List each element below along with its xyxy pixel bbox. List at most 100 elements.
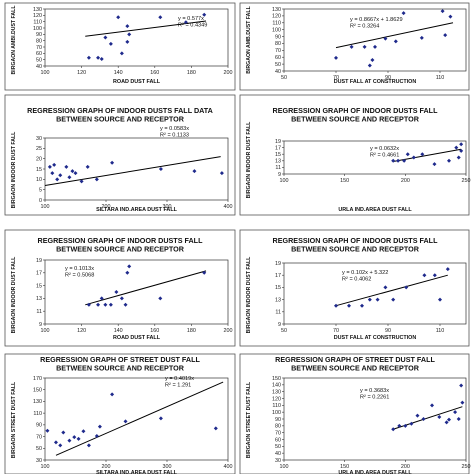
y-tick-label: 10 [36, 177, 42, 183]
x-tick-label: 100 [280, 464, 289, 470]
data-point [125, 39, 130, 44]
data-point [391, 158, 396, 163]
data-point [108, 41, 113, 46]
data-point [334, 303, 338, 308]
data-point [94, 177, 99, 182]
y-tick-label: 90 [36, 423, 42, 429]
x-tick-label: 110 [436, 328, 445, 334]
y-tick-label: 13 [275, 159, 281, 165]
y-tick-label: 60 [275, 55, 281, 61]
y-tick-label: 130 [33, 7, 42, 13]
y-tick-label: 140 [272, 383, 281, 389]
data-point [125, 24, 130, 29]
data-point [67, 438, 72, 443]
data-point [70, 169, 75, 174]
data-point [202, 12, 207, 17]
x-axis-label: SILTARA IND.AREA DUST FALL [96, 207, 178, 213]
x-tick-label: 120 [77, 328, 86, 334]
data-point [123, 302, 128, 307]
y-tick-label: 120 [33, 13, 42, 19]
x-tick-label: 200 [224, 70, 233, 76]
y-tick-label: 130 [33, 399, 42, 405]
data-point [411, 155, 416, 160]
r-squared-label: R² = 1.291 [165, 383, 191, 389]
y-tick-label: 40 [275, 451, 281, 457]
x-axis-label: ROAD DUST FALL [113, 79, 161, 85]
data-point [383, 36, 388, 41]
trend-line [44, 156, 221, 187]
data-point [158, 296, 163, 301]
data-point [103, 302, 108, 307]
y-tick-label: 0 [39, 198, 42, 204]
regression-equation: y = 0.577x [178, 16, 204, 22]
chart-title: REGRESSION GRAPH OF STREET DUST FALL BETW… [40, 355, 200, 373]
data-point [114, 290, 119, 294]
y-axis-label: BIRGAON STREET DUST FALL [246, 381, 252, 458]
y-tick-label: 70 [36, 45, 42, 51]
x-tick-label: 100 [41, 328, 50, 334]
x-tick-label: 70 [333, 328, 339, 334]
data-point [447, 158, 452, 163]
data-point [103, 35, 108, 40]
chart-title: REGRESSION GRAPH OF INDOOR DUSTS FALL BET… [38, 236, 204, 254]
data-point [219, 171, 224, 176]
regression-equation: y = 0.8667x + 1.8629 [350, 17, 403, 23]
y-tick-label: 130 [272, 7, 281, 13]
r-squared-label: R² = 0.4661 [370, 153, 399, 159]
data-point [360, 303, 364, 308]
data-point [97, 424, 102, 429]
x-tick-label: 400 [224, 464, 233, 470]
data-point [50, 171, 55, 176]
y-tick-label: 11 [275, 310, 281, 316]
y-tick-label: 9 [278, 172, 281, 178]
chart-panel-6: REGRESSION GRAPH OF INDOOR DUSTS FALL BET… [239, 229, 470, 347]
regression-equation: y = 0.3683x [360, 388, 389, 394]
chart-title-line: BETWEEN SOURCE AND RECEPTOR [291, 364, 420, 373]
data-point [81, 429, 86, 434]
y-tick-label: 100 [272, 27, 281, 33]
data-point [402, 158, 407, 163]
data-point [127, 32, 132, 37]
y-tick-label: 120 [272, 396, 281, 402]
y-tick-label: 13 [36, 296, 42, 302]
chart-title-line: BETWEEN SOURCE AND RECEPTOR [56, 115, 185, 124]
data-point [415, 413, 420, 418]
x-tick-label: 100 [41, 204, 50, 210]
data-point [347, 303, 351, 308]
x-tick-label: 140 [114, 328, 123, 334]
data-point [403, 423, 408, 428]
chart-title-line: BETWEEN SOURCE AND RECEPTOR [56, 245, 185, 254]
y-tick-label: 120 [272, 14, 281, 20]
data-point [158, 167, 163, 171]
y-tick-label: 11 [36, 309, 42, 315]
chart-title-line: REGRESSION GRAPH OF INDOOR DUSTS FALL [273, 236, 439, 245]
y-tick-label: 19 [275, 261, 281, 267]
y-tick-label: 110 [33, 19, 42, 25]
y-tick-label: 60 [275, 437, 281, 443]
chart-title-line: REGRESSION GRAPH OF STREET DUST FALL [40, 355, 200, 364]
data-point [334, 55, 338, 60]
y-tick-label: 30 [36, 136, 42, 142]
x-tick-label: 150 [340, 178, 349, 184]
r-squared-label: R² = 0.2261 [360, 395, 389, 401]
chart-title: REGRESSION GRAPH OF INDOOR DUSTS FALL DA… [27, 106, 213, 124]
data-point [391, 297, 396, 302]
data-point [444, 420, 449, 425]
data-point [52, 162, 57, 167]
data-point [393, 39, 398, 44]
data-point [158, 15, 163, 20]
data-point [440, 9, 445, 14]
x-tick-label: 300 [163, 464, 172, 470]
regression-equation: y = 0.0632x [370, 146, 399, 152]
data-point [158, 416, 163, 421]
y-tick-label: 80 [36, 38, 42, 44]
y-tick-label: 150 [33, 388, 42, 394]
plot-area [283, 140, 467, 175]
data-point [202, 270, 207, 275]
chart-title-line: BETWEEN SOURCE AND RECEPTOR [56, 364, 185, 373]
data-point [94, 433, 99, 438]
data-point [404, 285, 409, 290]
y-tick-label: 30 [275, 458, 281, 464]
